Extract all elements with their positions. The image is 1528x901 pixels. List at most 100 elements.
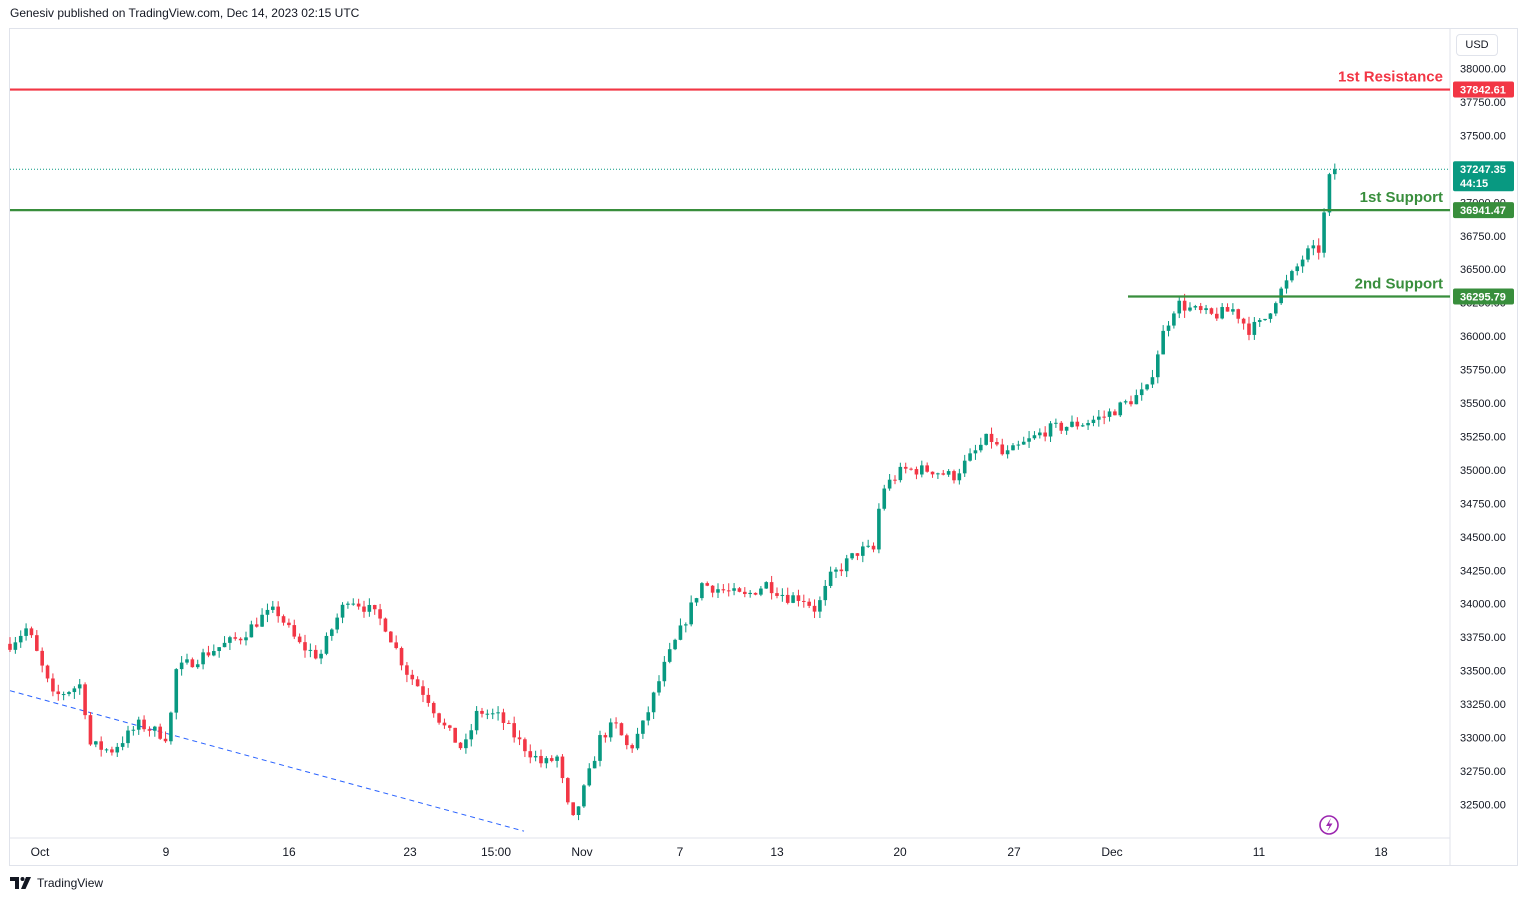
candle <box>560 754 565 784</box>
candle <box>212 644 216 657</box>
candle <box>839 563 844 577</box>
candle <box>1134 389 1139 405</box>
lightning-icon[interactable] <box>1319 815 1339 835</box>
candle <box>110 746 114 756</box>
tradingview-logo-icon[interactable] <box>10 877 32 889</box>
chart-frame[interactable] <box>9 28 1518 866</box>
candle <box>448 724 452 731</box>
bar-countdown: 44:15 <box>1460 178 1488 190</box>
candle <box>1263 318 1267 321</box>
candle <box>957 468 962 485</box>
candle <box>426 688 431 707</box>
candle <box>431 701 436 718</box>
candle <box>850 552 854 561</box>
candle <box>732 583 736 596</box>
candle <box>684 622 688 633</box>
candle <box>1102 410 1106 425</box>
candle <box>1225 303 1230 312</box>
candle <box>147 726 152 737</box>
y-tick-label: 34000.00 <box>1460 599 1506 611</box>
candle <box>1252 317 1257 340</box>
candle <box>630 743 634 753</box>
price-axis[interactable]: 38000.0037750.0037500.0037250.0037000.00… <box>1460 64 1506 812</box>
candle <box>979 437 983 453</box>
candle <box>775 587 779 599</box>
candle <box>989 427 994 449</box>
y-tick-label: 37500.00 <box>1460 130 1506 142</box>
svg-text:36941.47: 36941.47 <box>1460 205 1506 217</box>
candle <box>700 582 704 601</box>
candle <box>785 587 790 605</box>
candle <box>887 474 892 491</box>
candle <box>265 603 270 623</box>
candle <box>576 806 581 821</box>
y-tick-label: 32750.00 <box>1460 766 1506 778</box>
candle <box>351 598 356 606</box>
x-tick-label: 23 <box>403 845 417 859</box>
y-tick-label: 33000.00 <box>1460 733 1506 745</box>
candle <box>131 726 136 736</box>
candle <box>1113 409 1117 416</box>
trendline-layer <box>9 690 525 832</box>
level-label: 2nd Support <box>1355 276 1443 293</box>
candle <box>153 725 157 737</box>
candle <box>120 736 125 751</box>
y-tick-label: 37750.00 <box>1460 97 1506 109</box>
candle <box>1274 301 1278 317</box>
candle <box>603 732 608 743</box>
candle <box>174 668 179 720</box>
candle <box>641 720 645 739</box>
candle <box>871 542 876 553</box>
candle <box>1139 382 1144 401</box>
x-tick-label: 13 <box>770 845 784 859</box>
price-tags-layer: 37842.61 36941.47 36295.79 37247.35 44:15 <box>1453 81 1514 305</box>
candle <box>485 709 490 720</box>
time-axis[interactable]: Oct 9 16 23 15:00 Nov 7 13 20 27 Dec 11 18 <box>31 845 1388 859</box>
candle <box>442 718 447 729</box>
candle <box>1311 239 1316 256</box>
currency-selector[interactable]: USD <box>1456 34 1498 56</box>
candle <box>909 467 913 471</box>
candle <box>77 678 82 695</box>
candle <box>313 645 318 660</box>
candle <box>523 737 527 758</box>
candle <box>995 437 999 447</box>
candle <box>662 656 667 687</box>
candle <box>748 590 752 598</box>
footer-brand[interactable]: TradingView <box>37 876 104 890</box>
candle <box>1064 426 1069 435</box>
candle <box>694 597 699 606</box>
candle <box>844 554 849 578</box>
candle <box>753 592 758 596</box>
candle <box>372 604 377 615</box>
level-price-tag: 36295.79 <box>1453 288 1514 305</box>
candle <box>1005 445 1010 459</box>
trendline[interactable] <box>9 690 525 832</box>
candle <box>104 748 109 753</box>
candle <box>726 583 731 597</box>
candle <box>855 553 860 561</box>
y-tick-label: 34250.00 <box>1460 565 1506 577</box>
candle <box>260 608 264 627</box>
candle <box>308 643 313 658</box>
candle <box>464 733 468 754</box>
candle <box>292 619 297 640</box>
candle <box>1241 317 1246 330</box>
candle <box>383 617 388 633</box>
candle <box>667 642 672 664</box>
candle <box>238 637 243 645</box>
candle <box>716 583 720 599</box>
candle <box>1000 438 1005 456</box>
candle <box>903 462 908 474</box>
candle <box>201 648 205 670</box>
candle <box>1333 163 1337 180</box>
candle <box>1284 274 1289 294</box>
candle <box>1086 419 1090 430</box>
candle <box>625 733 629 750</box>
candle <box>185 653 189 665</box>
candle <box>1070 415 1074 428</box>
candle <box>646 706 651 726</box>
candle <box>598 730 602 767</box>
candle <box>764 581 769 589</box>
